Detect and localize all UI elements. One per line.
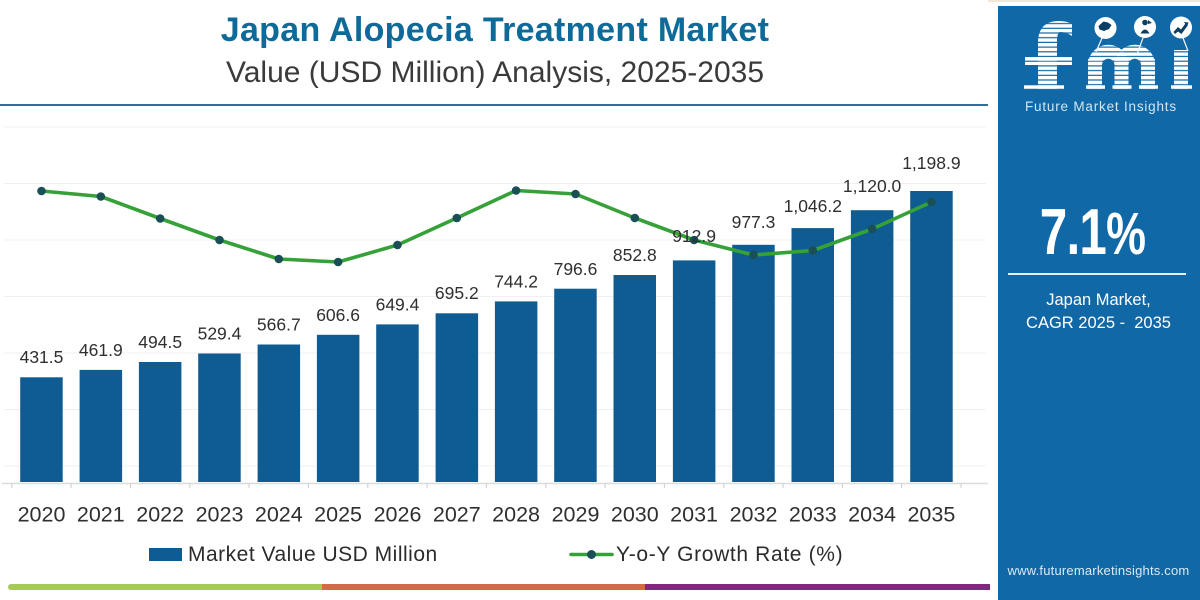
- svg-text:695.2: 695.2: [435, 283, 479, 303]
- svg-text:431.5: 431.5: [20, 347, 64, 367]
- svg-text:1,198.9: 1,198.9: [902, 153, 960, 173]
- svg-text:461.9: 461.9: [79, 340, 123, 360]
- svg-text:649.4: 649.4: [376, 295, 420, 315]
- svg-text:912.9: 912.9: [672, 226, 716, 246]
- svg-text:2022: 2022: [136, 503, 184, 527]
- svg-text:2035: 2035: [907, 503, 955, 527]
- svg-text:529.4: 529.4: [198, 324, 242, 344]
- svg-text:2021: 2021: [77, 503, 125, 527]
- svg-text:2027: 2027: [433, 503, 481, 527]
- svg-text:2029: 2029: [552, 503, 600, 527]
- svg-text:494.5: 494.5: [138, 332, 182, 352]
- svg-text:2024: 2024: [255, 503, 303, 527]
- svg-text:796.6: 796.6: [554, 259, 598, 279]
- svg-text:977.3: 977.3: [732, 212, 776, 232]
- svg-text:2026: 2026: [374, 503, 422, 527]
- svg-text:566.7: 566.7: [257, 315, 301, 335]
- svg-text:Future Market Insights: Future Market Insights: [1025, 99, 1177, 114]
- svg-text:2032: 2032: [730, 503, 778, 527]
- svg-text:606.6: 606.6: [316, 305, 360, 325]
- svg-text:1,046.2: 1,046.2: [784, 196, 842, 216]
- svg-text:Y-o-Y Growth Rate (%): Y-o-Y Growth Rate (%): [616, 543, 843, 566]
- svg-text:2031: 2031: [670, 503, 718, 527]
- svg-text:2030: 2030: [611, 503, 659, 527]
- svg-text:2034: 2034: [848, 503, 896, 527]
- svg-text:852.8: 852.8: [613, 245, 657, 265]
- svg-text:2025: 2025: [314, 503, 362, 527]
- svg-text:2028: 2028: [492, 503, 540, 527]
- svg-text:744.2: 744.2: [494, 272, 538, 292]
- svg-text:2033: 2033: [789, 503, 837, 527]
- svg-text:2023: 2023: [196, 503, 244, 527]
- svg-text:2020: 2020: [18, 503, 66, 527]
- svg-text:1,120.0: 1,120.0: [843, 176, 902, 196]
- svg-text:Market Value USD Million: Market Value USD Million: [188, 543, 438, 566]
